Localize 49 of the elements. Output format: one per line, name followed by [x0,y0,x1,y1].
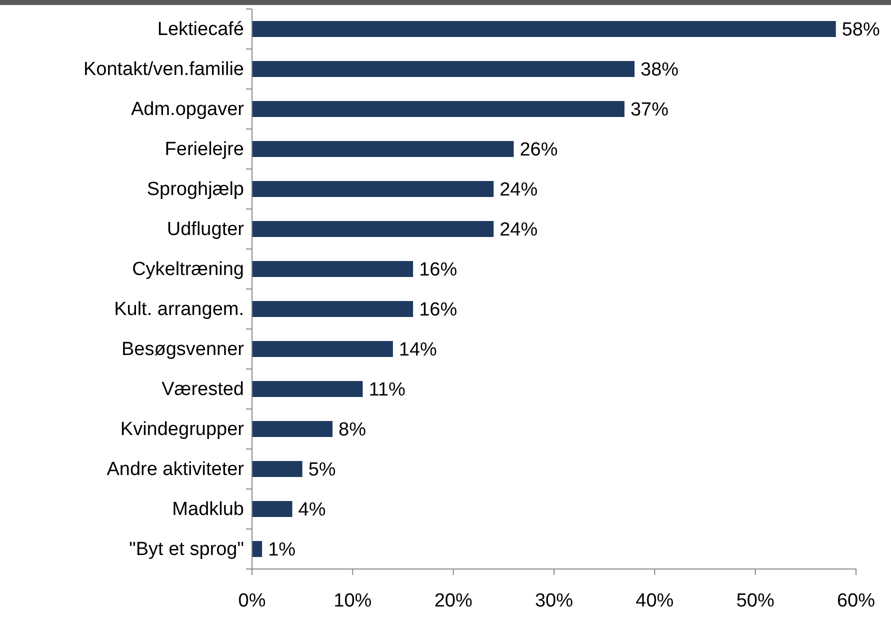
y-tick-label: Værested [162,379,244,400]
bar [252,301,414,317]
y-tick-label: Kvindegrupper [120,419,245,440]
bar [252,501,292,517]
bar [252,221,494,237]
y-tick-label: Besøgsvenner [121,339,245,360]
data-label: 24% [500,220,538,241]
x-tick-label: 50% [736,590,774,612]
bar [252,461,302,477]
x-tick-label: 40% [636,590,674,612]
data-label: 14% [398,340,438,361]
data-label: 5% [308,460,336,481]
bar [252,61,635,77]
data-label: 8% [338,420,366,441]
x-tick-label: 10% [334,590,372,612]
y-tick-label: Udflugter [166,219,245,240]
data-label: 16% [419,260,458,281]
bar [252,21,836,37]
x-tick-label: 0% [238,590,266,612]
bar [252,541,262,557]
x-tick-label: 60% [836,590,876,612]
y-tick-label: Andre aktiviteter [106,459,245,480]
data-label: 26% [520,140,558,161]
x-tick-label: 20% [434,590,472,612]
bar [252,101,624,117]
data-label: 1% [268,540,296,561]
y-tick-label: Madklub [172,499,244,520]
x-tick-label: 30% [534,590,574,612]
data-label: 38% [640,60,679,81]
y-tick-label: Adm.opgaver [130,99,245,120]
bar [252,181,494,197]
data-label: 58% [842,20,880,41]
y-tick-label: Kontakt/ven.familie [83,59,244,80]
data-label: 24% [500,180,538,201]
bar [252,141,514,157]
y-tick-label: Lektiecafé [157,19,244,40]
y-tick-label: Ferielejre [164,139,244,160]
bar [252,341,393,357]
y-tick-label: Sproghjælp [146,179,244,200]
data-label: 11% [368,380,406,401]
y-tick-label: Kult. arrangem. [114,299,244,320]
data-label: 4% [298,500,326,521]
data-label: 37% [630,100,669,121]
y-tick-label: Cykeltræning [132,259,244,280]
data-label: 16% [419,300,458,321]
bar [252,261,414,277]
bar [252,381,363,397]
y-tick-label: "Byt et sprog" [129,539,244,560]
bar [252,421,333,437]
